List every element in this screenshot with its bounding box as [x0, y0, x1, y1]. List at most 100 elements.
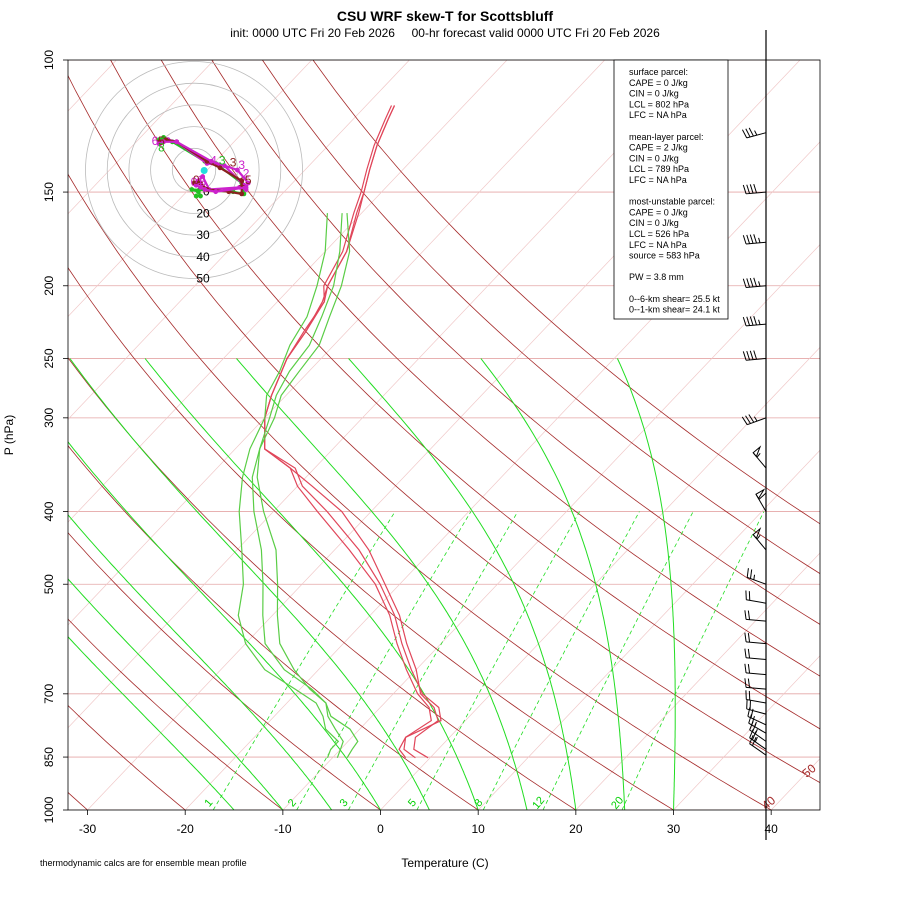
barb-full — [749, 277, 754, 288]
barb-full — [749, 234, 754, 244]
parcel-info-line: LFC = NA hPa — [629, 240, 687, 250]
temperature-profile — [263, 105, 432, 759]
barb-full — [746, 234, 751, 244]
wind-barb — [742, 234, 767, 245]
temperature-tick-label: 10 — [472, 822, 486, 836]
mixing-ratio-line — [212, 511, 396, 810]
barb-half — [758, 319, 761, 325]
temperature-tick-label: 40 — [764, 822, 778, 836]
dry-adiabat-line — [68, 74, 820, 784]
moist-adiabat-line — [68, 636, 235, 810]
barb-pennant — [752, 527, 762, 540]
barb-full — [749, 184, 754, 194]
dewpoint-profile — [256, 213, 359, 759]
parcel-box-frame — [613, 59, 729, 320]
pressure-tick-label: 250 — [42, 348, 56, 368]
isotherm-line — [575, 552, 820, 810]
barb-full — [746, 278, 751, 288]
wind-barb — [741, 127, 767, 139]
pressure-tick-label: 400 — [42, 501, 56, 521]
parcel-info-line: mean-layer parcel: — [629, 132, 704, 142]
wind-barb — [752, 527, 767, 551]
mixing-ratio-line — [416, 511, 580, 810]
chart-title: CSU WRF skew-T for Scottsbluff — [337, 8, 554, 24]
hodograph-point — [195, 189, 201, 195]
parcel-info-line: 0--6-km shear= 25.5 kt — [629, 294, 720, 304]
temperature-axis: -30 -20 -10 0 10 20 30 40 — [79, 810, 778, 836]
barb-full — [747, 610, 751, 620]
barb-full — [746, 568, 749, 578]
wind-barb — [749, 729, 767, 750]
isotherm-line — [184, 141, 820, 810]
hodograph-height-label: 3 — [230, 156, 237, 170]
isotherm-line — [68, 60, 215, 215]
hodograph-height-label: 0 — [193, 173, 200, 187]
moist-adiabat-line — [236, 358, 528, 810]
wind-barb — [741, 414, 767, 426]
moist-adiabat-line — [68, 441, 381, 810]
isotherm-line — [282, 244, 820, 810]
hodograph-height-label: 3 — [219, 153, 226, 167]
parcel-info-line: CAPE = 0 J/kg — [629, 78, 688, 88]
barb-full — [748, 414, 755, 423]
mixing-ratio-line — [482, 511, 640, 810]
wind-barb — [746, 699, 767, 715]
barb-pennant — [752, 445, 762, 458]
hodograph-point — [193, 182, 199, 188]
parcel-info-line: PW = 3.8 mm — [629, 272, 684, 282]
hodograph-height-label: 5 — [245, 173, 252, 187]
barb-full — [753, 234, 758, 244]
wind-barb — [746, 568, 767, 585]
hodograph-height-label: 3 — [238, 158, 245, 172]
hodograph-point — [174, 139, 180, 145]
barb-full — [758, 492, 767, 500]
barb-full — [753, 183, 758, 194]
parcel-info-line: most-unstable parcel: — [629, 197, 715, 207]
parcel-info-line: LCL = 526 hPa — [629, 229, 689, 239]
barb-full — [750, 708, 754, 719]
hodograph-point — [239, 191, 245, 197]
barb-full — [741, 416, 748, 425]
barb-full — [747, 664, 751, 674]
chart-subtitle: init: 0000 UTC Fri 20 Feb 2026 00-hr for… — [230, 26, 660, 40]
hodograph-point — [193, 193, 199, 199]
hodograph-ring — [106, 82, 282, 258]
pressure-tick-label: 500 — [42, 574, 56, 594]
barb-full — [749, 569, 753, 579]
mixing-ratio-line — [621, 511, 765, 810]
dewpoint-profile — [237, 213, 340, 759]
wind-barb — [755, 488, 767, 512]
wind-barb — [745, 590, 767, 604]
temperature-tick-label: -10 — [274, 822, 292, 836]
pressure-tick-label: 850 — [42, 747, 56, 767]
parcel-info-line: CAPE = 2 J/kg — [629, 143, 688, 153]
hodograph-point — [245, 180, 251, 186]
isotherm-line — [68, 60, 606, 626]
hodograph-point — [208, 158, 214, 164]
wind-barb — [744, 610, 767, 622]
barb-half — [758, 281, 761, 287]
isotherm-line — [68, 60, 410, 420]
wind-barb — [742, 350, 767, 361]
moist-adiabat-line — [69, 358, 430, 810]
mixing-ratio-line — [348, 511, 519, 810]
barb-half — [753, 574, 756, 580]
dry-adiabat-line — [110, 60, 820, 730]
hodograph-height-label: 1 — [197, 173, 204, 187]
hodograph-ring-label: 20 — [196, 206, 210, 220]
barb-pennant — [755, 488, 766, 500]
barb-full — [744, 648, 747, 658]
isotherm-line — [68, 60, 703, 729]
barb-full — [745, 415, 751, 424]
hodograph-height-label: 6 — [152, 134, 159, 148]
storm-motion-marker — [200, 167, 208, 175]
dewpoint-profile — [251, 213, 344, 759]
isotherm-line — [770, 758, 820, 810]
mixing-ratio-label: 3 — [338, 797, 351, 809]
wind-barb — [744, 632, 767, 645]
wind-barb — [744, 663, 767, 676]
barb-full — [749, 350, 754, 360]
hodograph-point — [243, 184, 249, 190]
